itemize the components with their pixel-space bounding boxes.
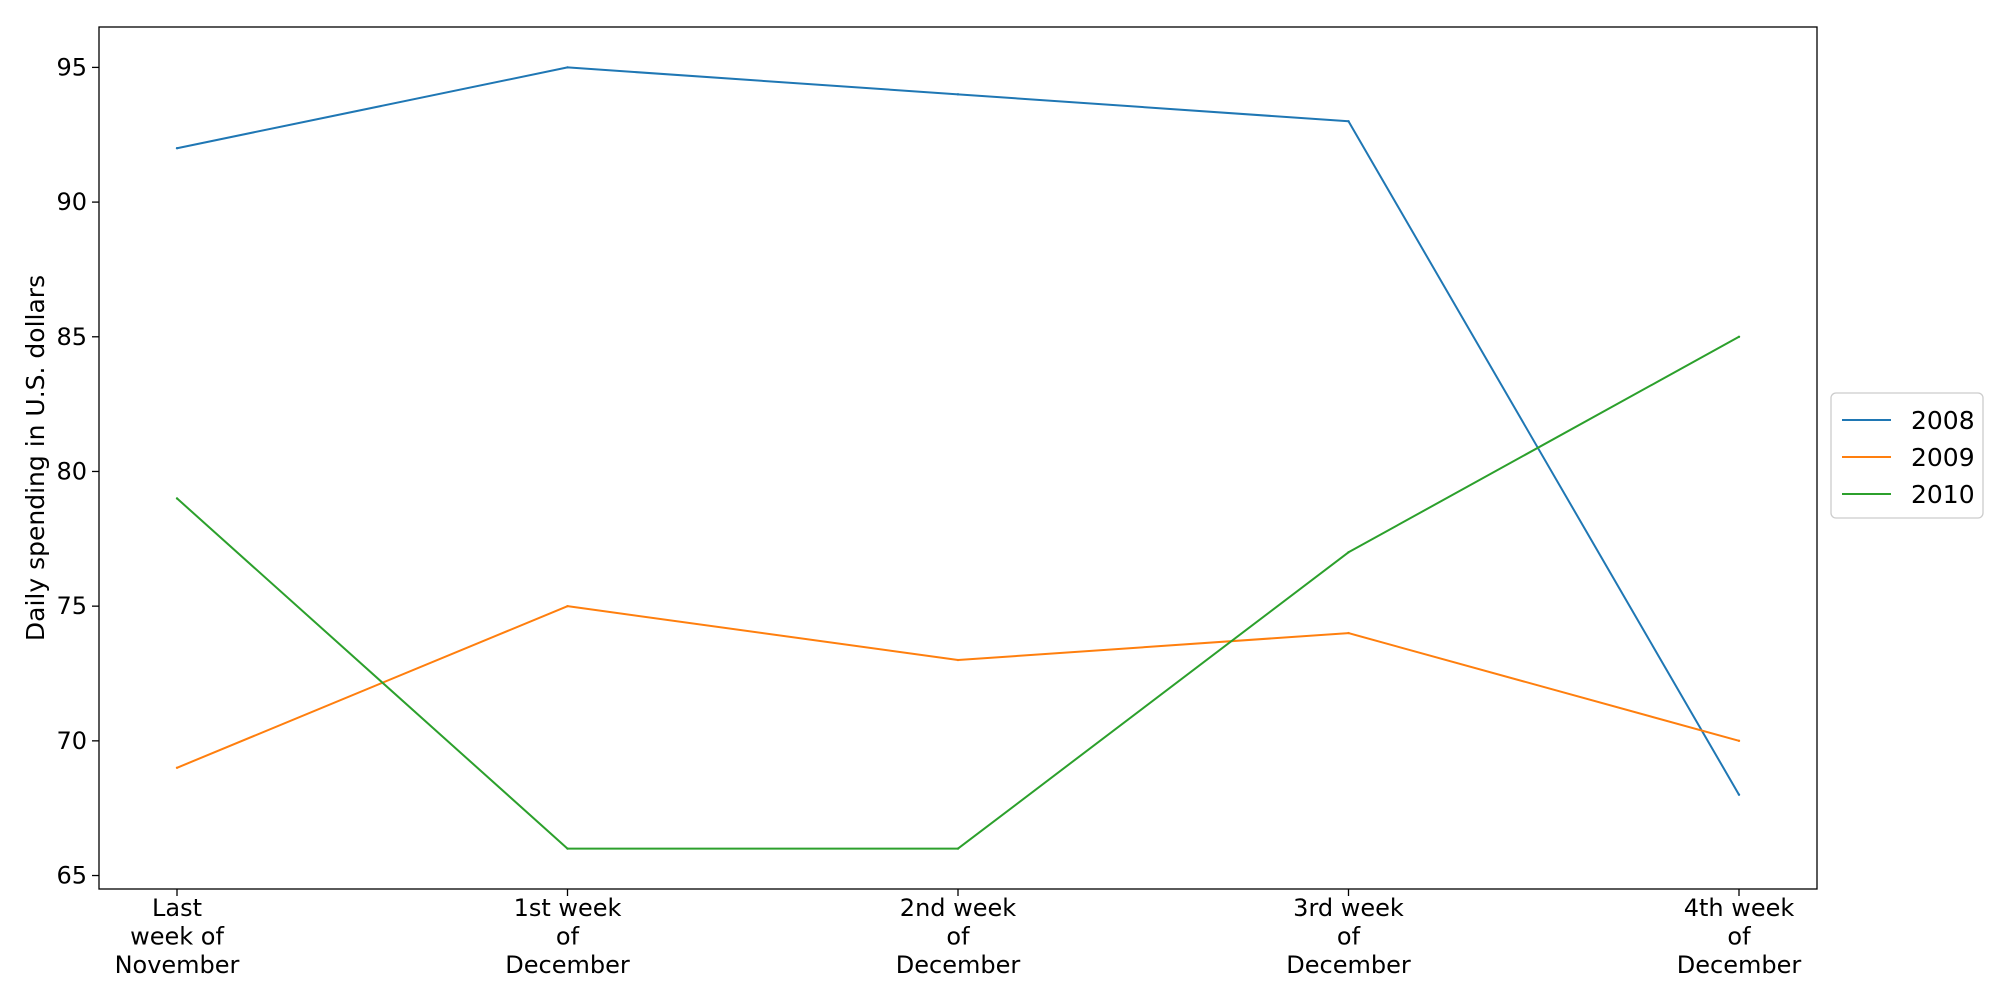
- x-tick-label-line: week of: [130, 923, 224, 951]
- data-point-2009: [1737, 739, 1741, 743]
- x-tick-label-line: December: [1677, 951, 1802, 979]
- data-point-2009: [956, 658, 960, 662]
- x-tick-label: Last week of November: [115, 894, 240, 979]
- y-tick-label: 80: [56, 457, 87, 485]
- x-tick-label-line: November: [115, 951, 240, 979]
- x-tick-label-line: of: [1337, 923, 1361, 951]
- x-tick-label-line: 2nd week: [900, 894, 1017, 922]
- x-tick-label: 4th week of December: [1677, 894, 1802, 979]
- legend: 2008 2009 2010: [1830, 392, 1984, 519]
- data-point-2010: [1737, 335, 1741, 338]
- y-axis-label: Daily spending in U.S. dollars: [21, 275, 50, 641]
- x-tick-label-line: of: [946, 923, 970, 951]
- x-tick-label: 3rd week of December: [1286, 894, 1411, 979]
- legend-label: 2010: [1911, 480, 1975, 509]
- data-point-2010: [1347, 551, 1350, 554]
- data-point-2010: [566, 847, 569, 850]
- legend-label: 2008: [1911, 406, 1975, 435]
- x-tick-label-line: 3rd week: [1293, 894, 1404, 922]
- data-point-2010: [175, 497, 179, 500]
- plot-area-frame: [98, 26, 1818, 890]
- x-tick-label-line: of: [556, 923, 580, 951]
- x-tick-label-line: December: [896, 951, 1021, 979]
- data-point-2009: [175, 766, 179, 769]
- data-point-2009: [1347, 631, 1350, 635]
- y-tick-label: 65: [56, 862, 87, 890]
- x-tick-label-line: of: [1727, 923, 1751, 951]
- data-point-2008: [566, 66, 569, 69]
- data-point-2008: [1347, 120, 1350, 123]
- data-point-2010: [956, 847, 960, 850]
- data-point-2008: [1737, 793, 1741, 796]
- legend-box: [1830, 392, 1984, 519]
- x-tick-label: 2nd week of December: [896, 894, 1021, 979]
- x-tick-label: 1st week of December: [505, 894, 630, 979]
- y-tick-label: 95: [56, 53, 87, 81]
- data-point-2008: [956, 93, 960, 96]
- x-tick-label-line: 1st week: [514, 894, 622, 922]
- data-point-2009: [566, 604, 569, 608]
- y-tick-label: 85: [56, 323, 87, 351]
- legend-label: 2009: [1911, 443, 1975, 472]
- x-tick-label-line: 4th week: [1684, 894, 1795, 922]
- x-tick-label-line: December: [1286, 951, 1411, 979]
- series-line-2009: [176, 605, 1740, 769]
- data-point-2008: [175, 147, 179, 150]
- series-line-2008: [176, 66, 1740, 796]
- y-tick-label: 75: [56, 592, 87, 620]
- series-line-2010: [176, 335, 1740, 850]
- y-tick-label: 70: [56, 727, 87, 755]
- y-tick-label: 90: [56, 188, 87, 216]
- x-tick-label-line: December: [505, 951, 630, 979]
- x-tick-label-line: Last: [152, 894, 202, 922]
